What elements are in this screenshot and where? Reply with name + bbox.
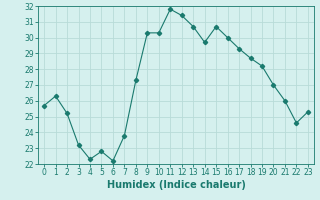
X-axis label: Humidex (Indice chaleur): Humidex (Indice chaleur) (107, 180, 245, 190)
